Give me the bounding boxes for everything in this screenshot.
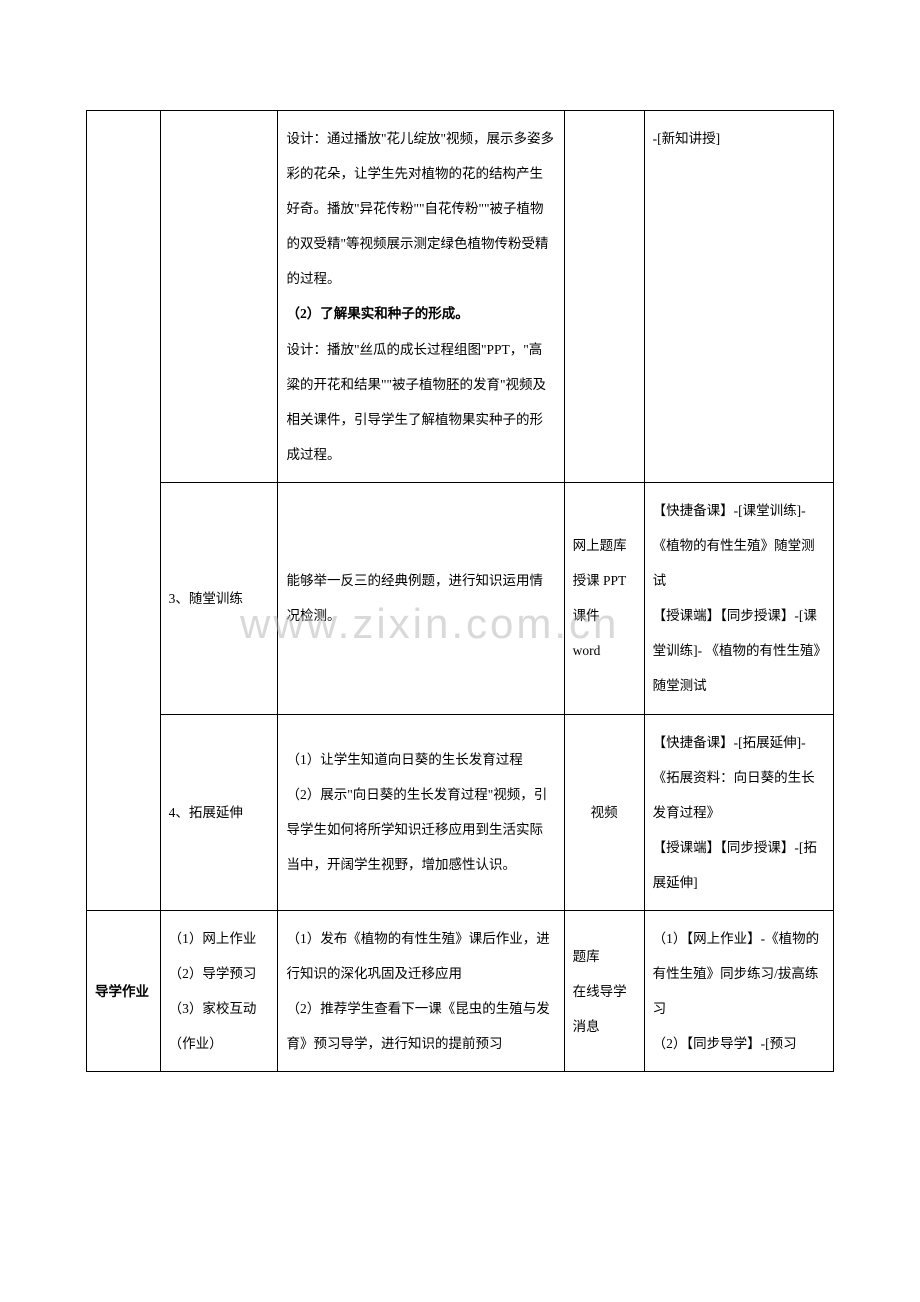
cell-section3: 3、随堂训练 [160, 482, 278, 714]
cell-section4-desc: （1）让学生知道向日葵的生长发育过程 （2）展示"向日葵的生长发育过程"视频，引… [278, 714, 564, 910]
cell-empty [160, 111, 278, 483]
cell-section3-path: 【快捷备课】-[课堂训练]-《植物的有性生殖》随堂测试 【授课端】【同步授课】-… [644, 482, 833, 714]
cell-section3-res: 网上题库 授课 PPT 课件 word [564, 482, 644, 714]
table-row: 设计：通过播放"花儿绽放"视频，展示多姿多彩的花朵，让学生先对植物的花的结构产生… [87, 111, 834, 483]
cell-section4-res: 视频 [564, 714, 644, 910]
text-design2: 设计：播放"丝瓜的成长过程组图"PPT，"高粱的开花和结果""被子植物胚的发育"… [286, 342, 546, 462]
cell-section3-desc: 能够举一反三的经典例题，进行知识运用情况检测。 [278, 482, 564, 714]
table-row: 导学作业 （1）网上作业 （2）导学预习 （3）家校互动（作业） （1）发布《植… [87, 910, 834, 1071]
cell-homework-res: 题库 在线导学 消息 [564, 910, 644, 1071]
cell-section4-path: 【快捷备课】-[拓展延伸]-《拓展资料：向日葵的生长发育过程》 【授课端】【同步… [644, 714, 833, 910]
cell-new-teach: -[新知讲授] [644, 111, 833, 483]
lesson-plan-table: 设计：通过播放"花儿绽放"视频，展示多姿多彩的花朵，让学生先对植物的花的结构产生… [86, 110, 834, 1072]
cell-design-content: 设计：通过播放"花儿绽放"视频，展示多姿多彩的花朵，让学生先对植物的花的结构产生… [278, 111, 564, 483]
table-row: 4、拓展延伸 （1）让学生知道向日葵的生长发育过程 （2）展示"向日葵的生长发育… [87, 714, 834, 910]
cell-homework-desc: （1）发布《植物的有性生殖》课后作业，进行知识的深化巩固及迁移应用 （2）推荐学… [278, 910, 564, 1071]
cell-homework-path: （1）【网上作业】-《植物的有性生殖》同步练习/拔高练习 （2）【同步导学】-[… [644, 910, 833, 1071]
cell-section4: 4、拓展延伸 [160, 714, 278, 910]
table-row: 3、随堂训练 能够举一反三的经典例题，进行知识运用情况检测。 网上题库 授课 P… [87, 482, 834, 714]
cell-empty-rowspan [87, 111, 161, 911]
cell-homework-header: 导学作业 [87, 910, 161, 1071]
text-design1: 设计：通过播放"花儿绽放"视频，展示多姿多彩的花朵，让学生先对植物的花的结构产生… [286, 131, 554, 286]
cell-empty [564, 111, 644, 483]
text-subtitle-2: （2）了解果实和种子的形成。 [286, 306, 468, 321]
cell-homework-types: （1）网上作业 （2）导学预习 （3）家校互动（作业） [160, 910, 278, 1071]
